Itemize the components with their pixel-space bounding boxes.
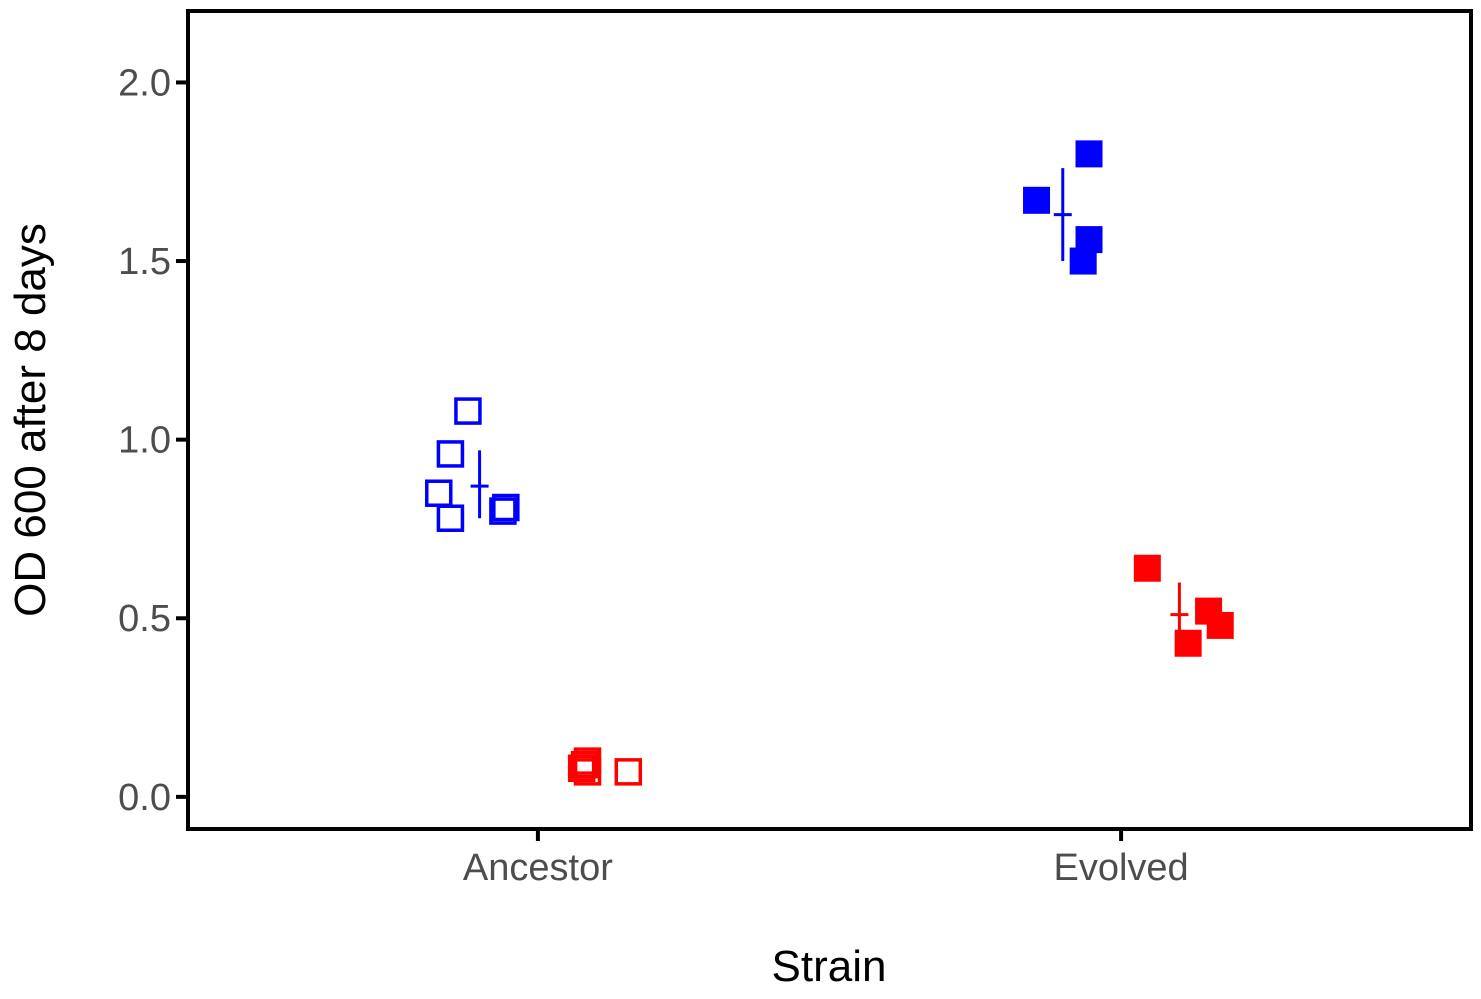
plot-panel-border xyxy=(186,9,1473,831)
data-point xyxy=(1133,554,1161,582)
plot-panel-background xyxy=(188,11,1471,829)
data-point xyxy=(1023,186,1051,214)
data-marks xyxy=(425,140,1234,786)
data-point xyxy=(1206,611,1234,639)
data-point xyxy=(489,497,517,525)
x-tick-label: Evolved xyxy=(1053,847,1188,889)
y-tick-label: 0.0 xyxy=(118,777,171,819)
data-point xyxy=(436,504,465,532)
y-tick-label: 1.5 xyxy=(118,241,171,283)
data-point xyxy=(492,493,520,522)
data-point xyxy=(454,397,482,425)
x-tick-label: Ancestor xyxy=(463,847,613,889)
data-point xyxy=(614,758,643,786)
y-axis: 0.0 0.5 1.0 1.5 2.0 xyxy=(118,62,188,819)
data-point xyxy=(570,750,599,779)
y-tick-label: 0.5 xyxy=(118,598,171,640)
x-axis: Ancestor Evolved xyxy=(463,829,1189,889)
data-point xyxy=(436,440,465,468)
data-point xyxy=(1075,140,1103,168)
data-point xyxy=(1069,247,1097,275)
y-axis-title: OD 600 after 8 days xyxy=(6,223,55,617)
data-point xyxy=(567,754,596,783)
data-point xyxy=(573,758,602,786)
y-tick-label: 2.0 xyxy=(118,62,171,104)
x-axis-title: Strain xyxy=(772,942,887,991)
y-tick-label: 1.0 xyxy=(118,420,171,462)
